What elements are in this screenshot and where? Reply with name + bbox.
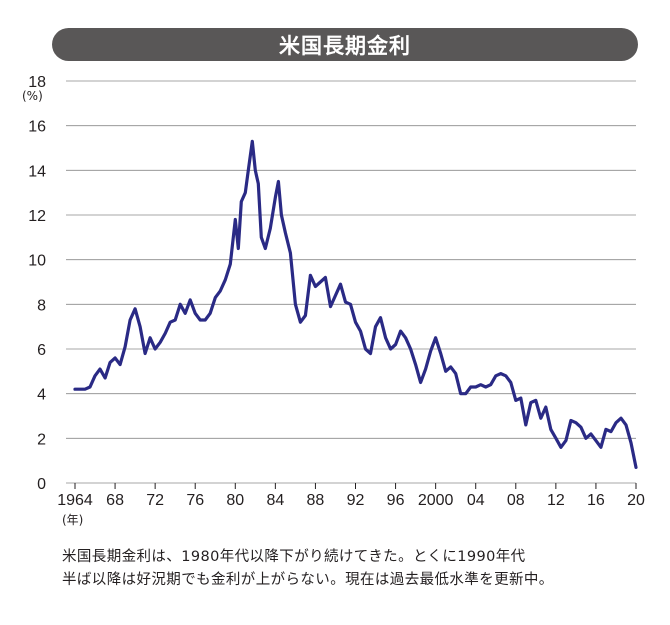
y-tick-label: 6 [37, 342, 46, 359]
chart-title-bar: 米国長期金利 [52, 28, 638, 61]
y-tick-label: 8 [37, 297, 46, 314]
chart-title: 米国長期金利 [279, 33, 411, 58]
y-tick-label: 0 [37, 476, 46, 493]
x-tick-label: 92 [347, 492, 365, 509]
x-tick-label: 04 [467, 492, 485, 509]
x-tick-label: 80 [226, 492, 244, 509]
y-tick-label: 16 [28, 119, 46, 136]
yield-series-line [73, 139, 638, 469]
x-tick-label: 12 [547, 492, 565, 509]
x-tick-label: 20 [627, 492, 645, 509]
y-tick-label: 2 [37, 431, 46, 448]
caption: 米国長期金利は、1980年代以降下がり続けてきた。とくに1990年代 半ば以降は… [62, 546, 652, 592]
y-tick-label: 12 [28, 208, 46, 225]
x-tick-label: 96 [387, 492, 405, 509]
x-axis-unit: (年) [62, 513, 83, 527]
x-tick-label: 16 [587, 492, 605, 509]
y-axis-unit: (%) [22, 89, 43, 103]
x-tick-label: 68 [106, 492, 124, 509]
y-tick-label: 18 [28, 74, 46, 91]
x-tick-label: 84 [266, 492, 284, 509]
caption-line-2: 半ば以降は好況期でも金利が上がらない。現在は過去最低水準を更新中。 [62, 572, 554, 588]
x-tick-label: 76 [186, 492, 204, 509]
x-tick-label: 72 [146, 492, 164, 509]
x-tick-label: 08 [507, 492, 525, 509]
x-tick-label: 2000 [418, 492, 454, 509]
y-tick-label: 4 [37, 387, 46, 404]
caption-line-1: 米国長期金利は、1980年代以降下がり続けてきた。とくに1990年代 [62, 549, 526, 565]
x-tick-label: 88 [307, 492, 325, 509]
x-tick-label: 1964 [57, 492, 93, 509]
y-tick-label: 10 [28, 253, 46, 270]
y-tick-label: 14 [28, 163, 46, 180]
